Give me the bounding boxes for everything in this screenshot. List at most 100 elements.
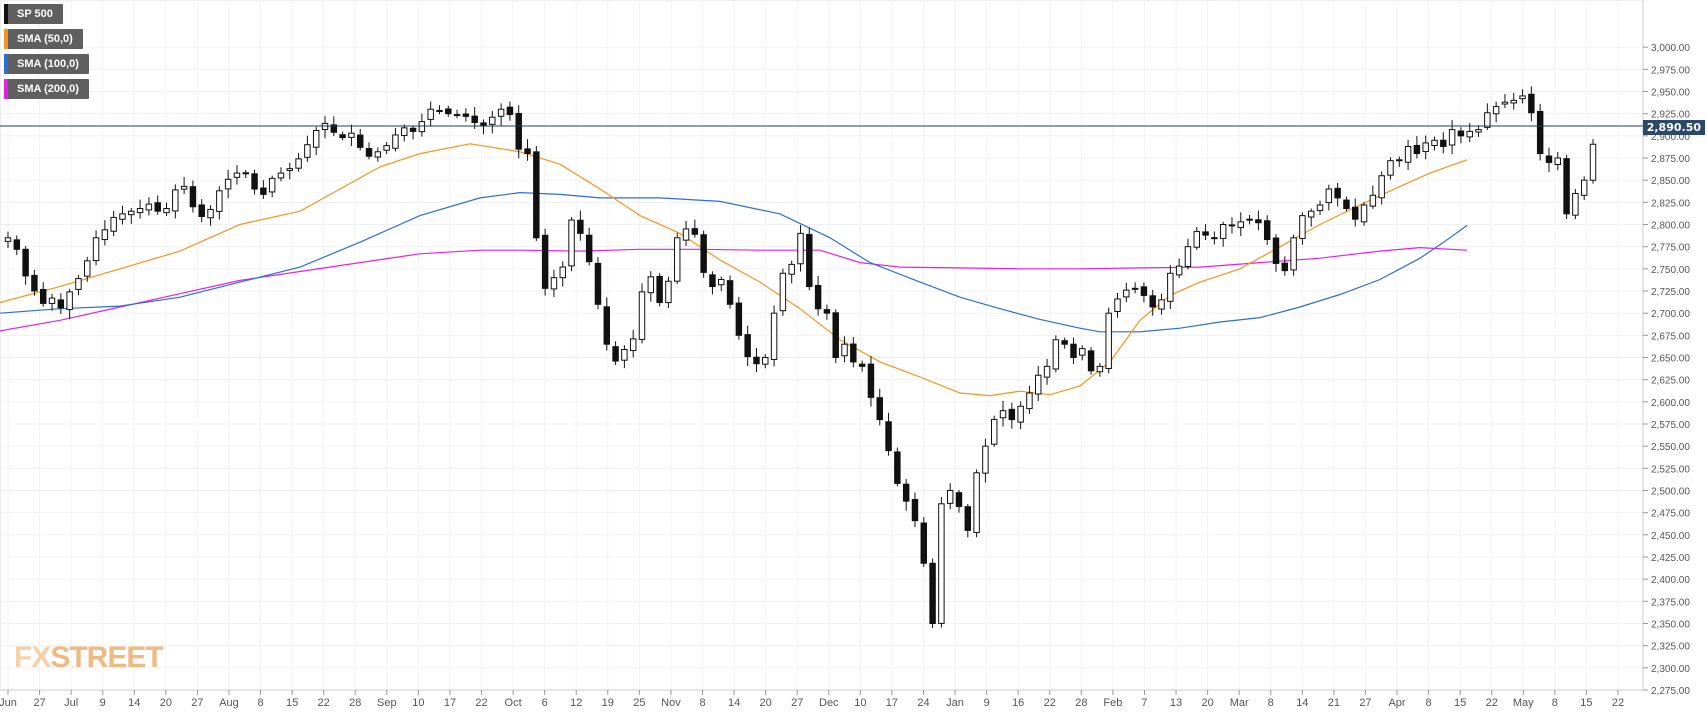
candle (541, 228, 549, 296)
candle (1175, 258, 1183, 279)
candle (691, 219, 699, 238)
x-tick-label: 27 (1359, 697, 1371, 709)
candle (735, 296, 743, 340)
candle-body (1131, 287, 1139, 290)
candle-body (339, 134, 346, 139)
y-tick-label: 2,975.00 (1651, 65, 1690, 76)
candle-body (392, 134, 399, 149)
candle (436, 105, 443, 115)
candle-body (1193, 231, 1200, 248)
sma-100-line (0, 191, 1468, 333)
x-tick-label: 14 (128, 697, 140, 709)
legend-label: SMA (200,0) (17, 83, 79, 95)
candle-body (841, 343, 848, 357)
candle (251, 169, 258, 195)
x-tick-label: Nov (661, 697, 681, 709)
candle (1087, 347, 1095, 375)
candle-body (304, 144, 311, 158)
candle (779, 268, 787, 316)
y-tick-label: 2,450.00 (1651, 531, 1690, 542)
candle-body (84, 260, 91, 277)
candle (1387, 157, 1394, 180)
candle-body (629, 338, 637, 352)
candle (216, 186, 223, 220)
x-tick-label: 27 (191, 697, 203, 709)
candle-body (1158, 299, 1165, 310)
candle-body (1070, 343, 1077, 359)
candle (1360, 202, 1368, 226)
candle (1440, 132, 1447, 154)
candle-body (638, 291, 646, 340)
candle (1193, 226, 1200, 250)
candle (31, 269, 38, 296)
candle-body (1448, 129, 1456, 146)
candle (1272, 234, 1280, 272)
candle-body (999, 410, 1007, 419)
y-axis: 2,275.00 2,300.00 2,325.00 2,350.00 2,375.00… (1642, 0, 1690, 697)
legend-label: SMA (100,0) (17, 58, 79, 70)
x-tick-label: 28 (349, 697, 361, 709)
legend-item-sma200[interactable]: SMA (200,0) (4, 79, 89, 99)
candle (1228, 217, 1236, 234)
x-tick-label: 20 (1201, 697, 1213, 709)
candle (946, 483, 954, 510)
y-tick-label: 2,950.00 (1651, 88, 1690, 99)
candle-body (356, 134, 364, 148)
candle-body (260, 187, 267, 195)
x-tick-label: 12 (570, 697, 582, 709)
candle (418, 113, 426, 137)
candle-body (1325, 188, 1333, 204)
candle-body (1484, 112, 1491, 128)
candle (1299, 212, 1306, 245)
candle-body (1123, 289, 1130, 298)
candle-body (180, 185, 188, 190)
candle (1536, 103, 1544, 161)
candle (533, 146, 540, 241)
y-tick-label: 2,925.00 (1651, 110, 1690, 121)
candle (154, 195, 161, 215)
y-tick-label: 2,525.00 (1651, 464, 1690, 475)
x-tick-label: 28 (1075, 697, 1087, 709)
candle (57, 293, 65, 314)
candle (568, 217, 575, 272)
candle-body (964, 506, 972, 531)
candle-body (1563, 158, 1570, 215)
candle (1114, 293, 1121, 318)
x-tick-label: 22 (318, 697, 330, 709)
candle (973, 469, 980, 538)
legend-item-sma100[interactable]: SMA (100,0) (4, 54, 89, 74)
x-tick-label: 7 (1141, 697, 1147, 709)
candle (1404, 139, 1412, 170)
y-tick-label: 2,375.00 (1651, 597, 1690, 608)
legend-item-sma50[interactable]: SMA (50,0) (4, 29, 83, 49)
candle-body (1237, 221, 1245, 229)
y-tick-label: 2,400.00 (1651, 575, 1690, 586)
candle (75, 275, 82, 296)
sma-50-path (0, 143, 1468, 397)
x-tick-label: Mar (1230, 697, 1249, 709)
candle (603, 297, 611, 351)
x-tick-label: May (1513, 697, 1534, 709)
candle-body (850, 343, 857, 363)
candle (1246, 214, 1253, 225)
candle-body (524, 148, 531, 155)
legend-swatch (4, 54, 8, 74)
candle (1334, 182, 1341, 207)
candle-body (13, 239, 21, 250)
candle (1519, 89, 1526, 104)
legend-item-sp500[interactable]: SP 500 (4, 4, 63, 24)
candle (700, 230, 707, 278)
candle-body (128, 210, 135, 216)
x-tick-label: Aug (219, 697, 239, 709)
candle (656, 273, 663, 307)
candle-body (1466, 130, 1473, 138)
candle-body (1396, 159, 1403, 162)
candle (462, 108, 470, 122)
candle (841, 336, 848, 363)
candle (445, 105, 452, 117)
x-tick-label: Jan (946, 697, 964, 709)
candle-body (788, 263, 795, 275)
candle-body (268, 177, 276, 193)
candle-body (533, 151, 540, 239)
candle (1431, 136, 1438, 151)
